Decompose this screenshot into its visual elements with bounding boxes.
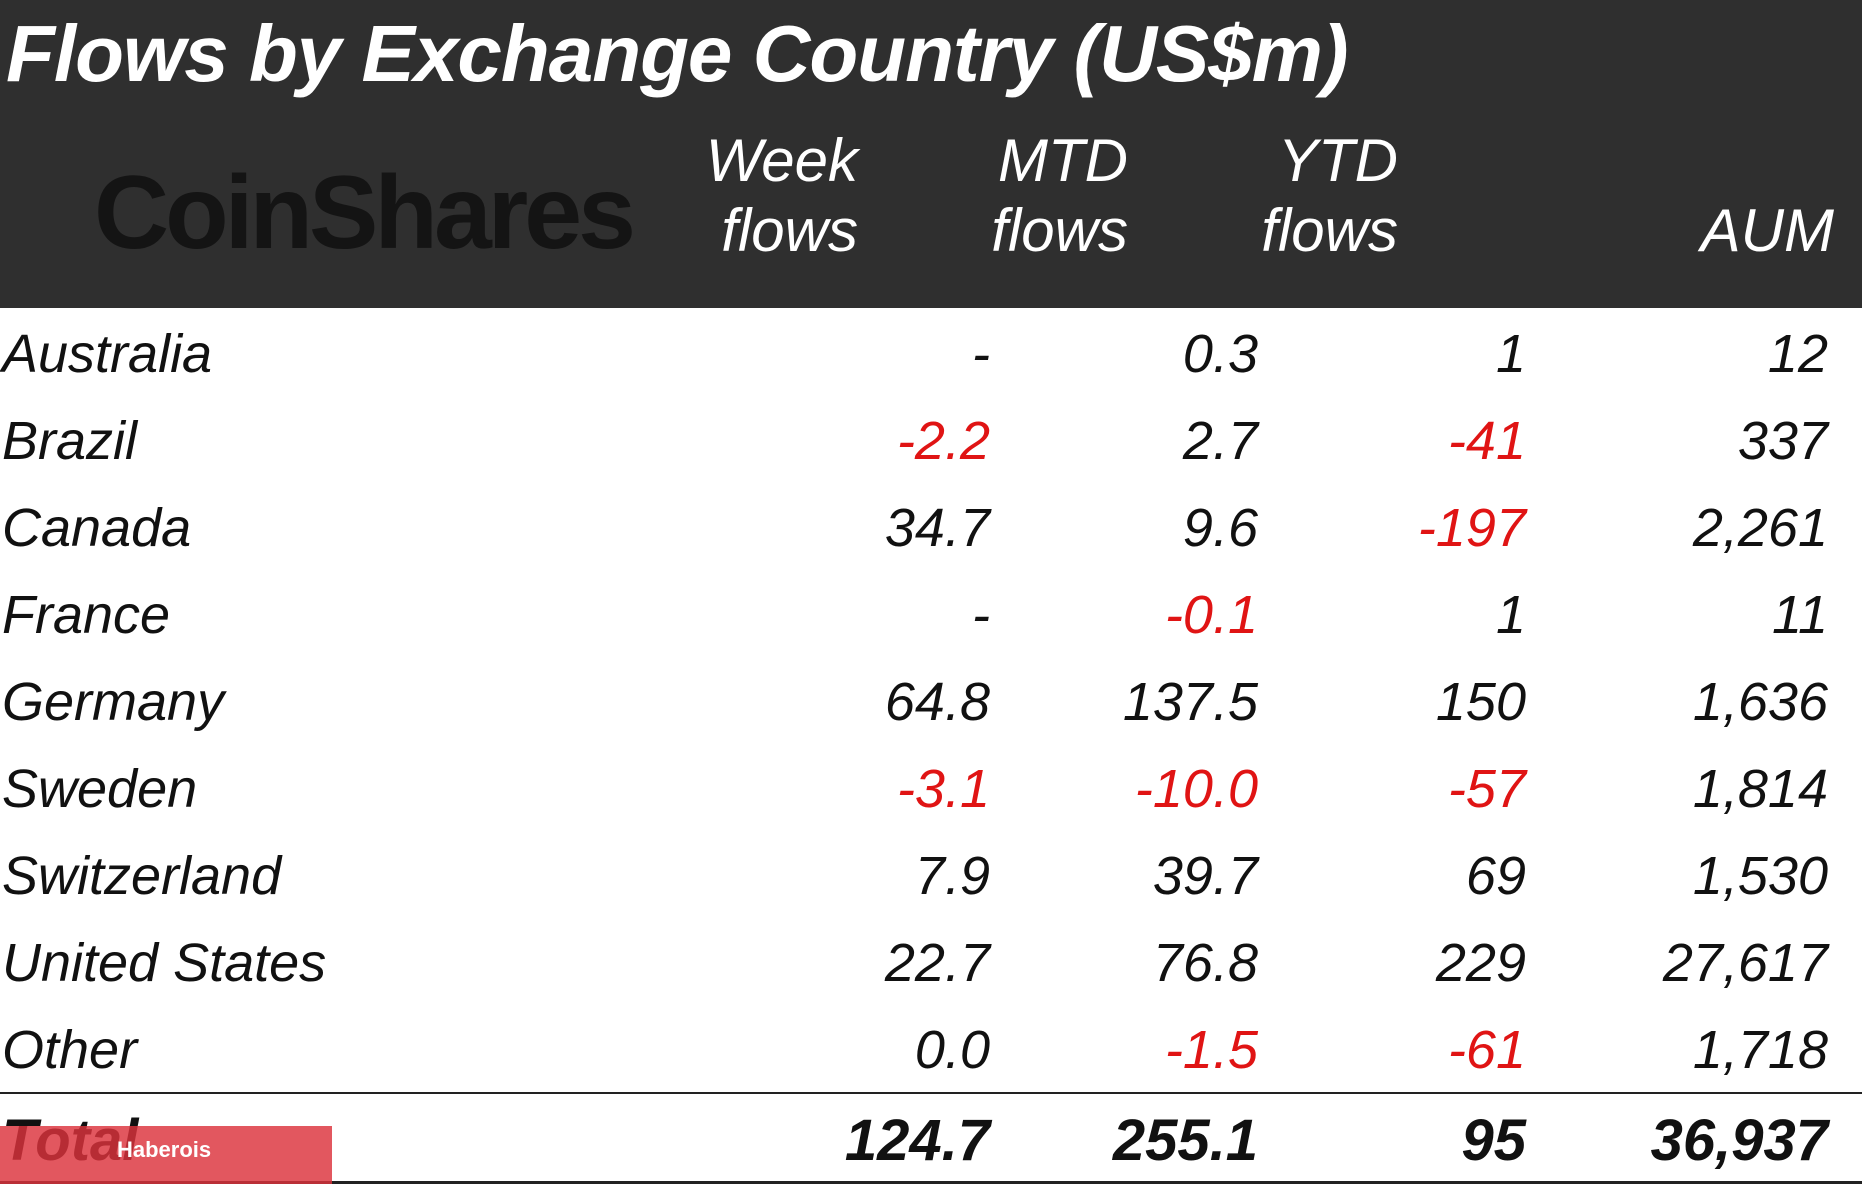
week-value: -2.2 (896, 411, 990, 471)
aum-value: 1,636 (1692, 672, 1828, 732)
country-label: Canada (2, 498, 192, 558)
country-label: Brazil (2, 411, 138, 471)
aum-value: 337 (1737, 411, 1828, 471)
mtd-value: -10.0 (1134, 759, 1258, 819)
column-header-week-line2: flows (721, 197, 858, 264)
column-header-aum: AUM (1701, 196, 1834, 266)
mtd-value: 2.7 (1182, 411, 1258, 471)
aum-value: 1,718 (1692, 1020, 1828, 1080)
ytd-value: -57 (1447, 759, 1526, 819)
country-label: Switzerland (2, 846, 282, 906)
ytd-value: -197 (1417, 498, 1526, 558)
ytd-value: 229 (1435, 933, 1526, 993)
week-value: 7.9 (914, 846, 990, 906)
bottom-rule (0, 1181, 1862, 1184)
week-value: 0.0 (914, 1020, 990, 1080)
country-label: Australia (2, 324, 213, 384)
aum-value: 1,814 (1692, 759, 1828, 819)
aum-value: 2,261 (1692, 498, 1828, 558)
week-value: -3.1 (896, 759, 990, 819)
coinshares-logo: CoinShares (94, 155, 636, 271)
table-row: Australia - 0.3 1 12 (0, 311, 1862, 398)
column-header-ytd: YTD flows (1261, 126, 1398, 266)
table-row: Canada 34.7 9.6 -197 2,261 (0, 485, 1862, 572)
mtd-value: 39.7 (1152, 846, 1258, 906)
total-mtd: 255.1 (1112, 1108, 1258, 1173)
ytd-value: 1 (1495, 585, 1526, 645)
country-label: France (2, 585, 171, 645)
week-value: 34.7 (884, 498, 990, 558)
table-row: Sweden -3.1 -10.0 -57 1,814 (0, 746, 1862, 833)
aum-value: 27,617 (1662, 933, 1828, 993)
table-row: Germany 64.8 137.5 150 1,636 (0, 659, 1862, 746)
table-row: Brazil -2.2 2.7 -41 337 (0, 398, 1862, 485)
mtd-value: 9.6 (1182, 498, 1258, 558)
week-value: 22.7 (884, 933, 990, 993)
chart-title: Flows by Exchange Country (US$m) (6, 9, 1349, 98)
aum-value: 1,530 (1692, 846, 1828, 906)
week-value: 64.8 (884, 672, 990, 732)
total-week: 124.7 (844, 1108, 990, 1173)
watermark-label: Haberois (117, 1137, 212, 1162)
aum-value: 11 (1771, 585, 1828, 645)
table-row: United States 22.7 76.8 229 27,617 (0, 920, 1862, 1007)
total-aum: 36,937 (1650, 1108, 1828, 1173)
column-header-ytd-line1: YTD (1278, 127, 1398, 194)
watermark-banner (0, 1126, 332, 1184)
ytd-value: 1 (1495, 324, 1526, 384)
column-header-aum-line2: AUM (1700, 197, 1834, 264)
week-value: - (972, 585, 990, 645)
country-label: Germany (2, 672, 225, 732)
column-header-mtd-line1: MTD (998, 127, 1128, 194)
table-header: Flows by Exchange Country (US$m) CoinSha… (0, 0, 1862, 308)
total-ytd: 95 (1461, 1108, 1526, 1173)
aum-value: 12 (1767, 324, 1828, 384)
table-row: France - -0.1 1 11 (0, 572, 1862, 659)
ytd-value: 150 (1435, 672, 1526, 732)
total-divider (0, 1092, 1862, 1094)
mtd-value: -1.5 (1164, 1020, 1258, 1080)
ytd-value: 69 (1465, 846, 1526, 906)
table-row: Other 0.0 -1.5 -61 1,718 (0, 1007, 1862, 1094)
mtd-value: 137.5 (1122, 672, 1258, 732)
mtd-value: 0.3 (1182, 324, 1258, 384)
column-header-week: Week flows (706, 126, 858, 266)
column-header-ytd-line2: flows (1261, 197, 1398, 264)
ytd-value: -61 (1447, 1020, 1526, 1080)
country-label: Other (2, 1020, 138, 1080)
mtd-value: -0.1 (1164, 585, 1258, 645)
table-row: Switzerland 7.9 39.7 69 1,530 (0, 833, 1862, 920)
column-header-mtd-line2: flows (991, 197, 1128, 264)
week-value: - (972, 324, 990, 384)
ytd-value: -41 (1447, 411, 1526, 471)
country-label: United States (2, 933, 327, 993)
column-header-week-line1: Week (705, 127, 858, 194)
mtd-value: 76.8 (1152, 933, 1258, 993)
column-header-mtd: MTD flows (991, 126, 1128, 266)
country-label: Sweden (2, 759, 198, 819)
